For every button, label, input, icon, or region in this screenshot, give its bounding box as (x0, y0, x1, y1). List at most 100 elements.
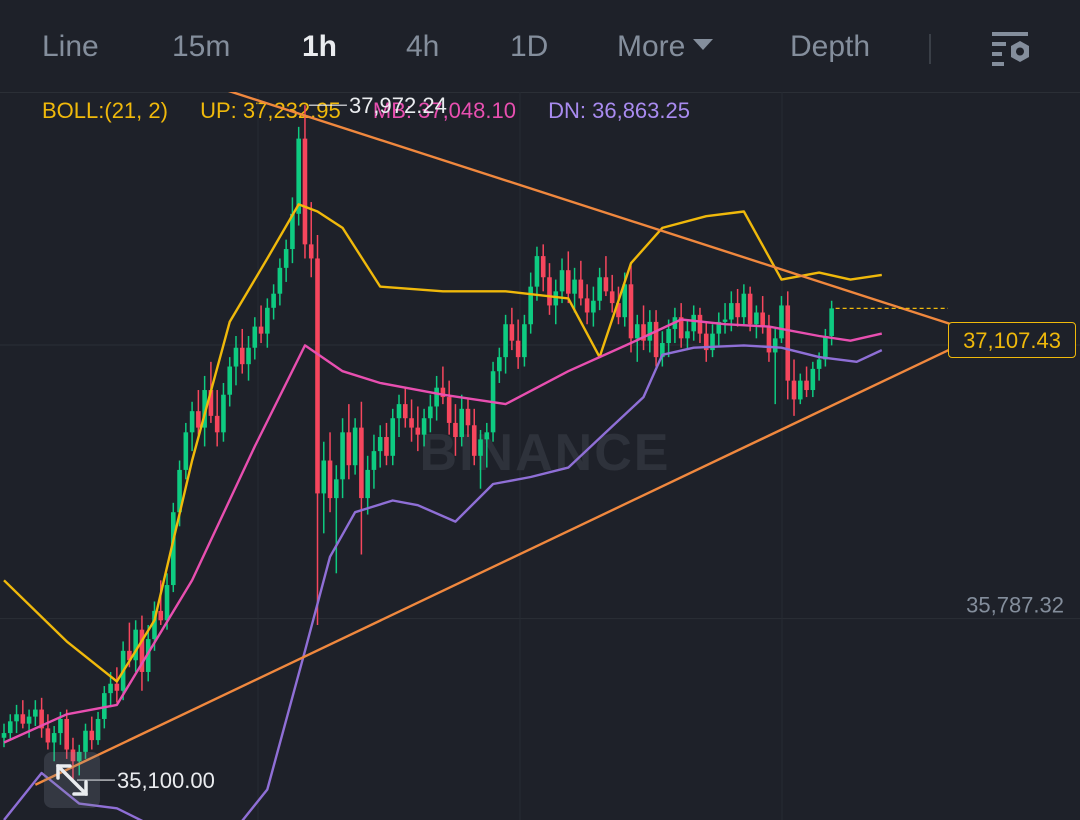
candle-body (528, 286, 533, 325)
candle-body (7, 721, 13, 734)
tab-line[interactable]: Line (42, 30, 99, 63)
candle-body (453, 422, 458, 438)
tab-more-label: More (617, 30, 686, 63)
candle-body (384, 437, 389, 456)
candle-body (703, 333, 709, 351)
candle-body (497, 357, 502, 372)
candle-body (741, 293, 747, 318)
candle-body (540, 256, 546, 278)
expand-icon[interactable] (44, 752, 100, 808)
trendline (34, 341, 964, 786)
candle-body (89, 730, 95, 741)
candle-body (697, 314, 703, 334)
candle-body (164, 585, 170, 621)
candle-body (233, 347, 239, 367)
candle-body (359, 427, 364, 499)
candle-body (572, 279, 577, 294)
candle-body (214, 415, 220, 433)
candle-body (346, 432, 352, 466)
candle-body (678, 317, 684, 339)
candle-body (208, 390, 214, 416)
candle-body (810, 368, 816, 391)
candle-body (302, 138, 308, 245)
candle-body (296, 138, 301, 214)
tab-4h[interactable]: 4h (406, 30, 440, 63)
current-price-tag: 37,107.43 (948, 322, 1076, 358)
candle-body (584, 298, 590, 313)
candle-body (641, 324, 646, 341)
candle-body (421, 418, 427, 435)
candle-body (133, 629, 138, 661)
candle-body (653, 321, 659, 358)
candle-body (415, 427, 421, 435)
candle-body (177, 469, 182, 513)
boll-lower-line (3, 344, 883, 820)
candle-body (20, 714, 26, 724)
candlestick-chart[interactable]: BINANCE38,115.8636,951.5935,787.3237,972… (0, 92, 1080, 820)
tab-1h[interactable]: 1h (302, 30, 338, 63)
candle-body (471, 425, 477, 456)
candle-body (227, 366, 233, 395)
candle-body (170, 512, 176, 586)
candle-body (315, 258, 320, 494)
boll-upper-line (3, 203, 882, 683)
candle-body (377, 437, 383, 452)
candle-body (503, 324, 508, 358)
candle-body (283, 249, 289, 268)
candle-body (271, 293, 276, 308)
candle-body (371, 451, 377, 470)
candle-body (760, 312, 765, 327)
candle-body (158, 610, 164, 621)
candle-body (735, 303, 740, 318)
candle-body (547, 277, 552, 306)
candle-body (597, 277, 602, 301)
tab-15m[interactable]: 15m (172, 30, 231, 63)
candle-body (791, 380, 797, 400)
candle-body (553, 291, 559, 306)
candle-body (772, 338, 778, 353)
candle-body (390, 418, 396, 456)
tab-divider (929, 34, 931, 64)
candle-body (465, 408, 471, 426)
candle-body (365, 469, 370, 499)
candle-body (591, 300, 596, 313)
boll-middle-line (3, 318, 883, 744)
candle-body (76, 751, 82, 762)
candle-body (202, 390, 207, 428)
candle-body (729, 303, 734, 320)
candle-body (428, 406, 433, 419)
candle-body (139, 629, 145, 672)
candle-body (578, 279, 584, 299)
candle-body (183, 432, 189, 470)
candle-body (196, 411, 201, 428)
candle-body (14, 714, 19, 722)
interval-tab-bar: Line 15m 1h 4h 1D More Depth (0, 0, 1080, 93)
candle-body (609, 291, 615, 304)
chart-settings-icon[interactable] (990, 28, 1034, 72)
boll-middle-value: MB: 37,048.10 (372, 98, 516, 123)
tab-1d[interactable]: 1D (510, 30, 549, 63)
candle-body (522, 324, 527, 358)
candle-body (515, 340, 521, 358)
candle-body (70, 749, 76, 762)
candle-body (716, 321, 722, 334)
candle-body (804, 380, 809, 391)
candle-body (710, 333, 715, 351)
candle-body (478, 439, 483, 456)
candle-body (666, 328, 671, 344)
candle-body (290, 213, 295, 250)
candle-body (459, 408, 465, 438)
candle-body (327, 460, 333, 499)
tab-depth[interactable]: Depth (790, 30, 871, 63)
candle-body (603, 277, 609, 292)
candle-body (647, 321, 653, 341)
tab-more[interactable]: More (617, 30, 714, 64)
candle-body (766, 326, 772, 353)
candle-body (534, 256, 540, 287)
candle-body (145, 639, 151, 672)
candle-body (114, 683, 120, 691)
candle-body (258, 326, 264, 334)
candle-body (321, 460, 327, 494)
candle-body (434, 387, 439, 407)
candle-body (334, 479, 339, 499)
